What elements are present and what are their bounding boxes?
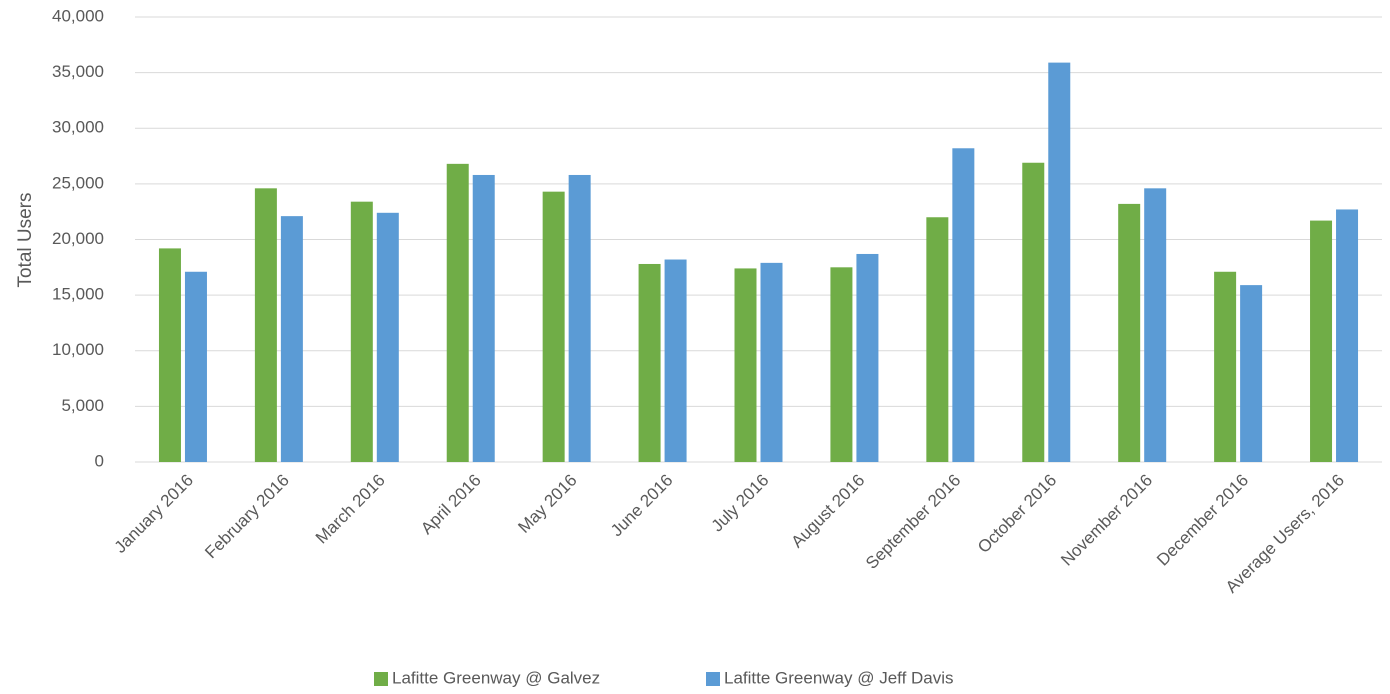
x-tick-label: March 2016	[312, 471, 389, 548]
x-tick-label: April 2016	[417, 471, 485, 539]
bars	[158, 62, 1359, 463]
bar-jeff-davis	[664, 259, 687, 462]
x-tick-label: July 2016	[708, 471, 773, 536]
x-tick-label: September 2016	[862, 471, 964, 573]
legend-swatch	[706, 672, 720, 686]
x-tick-label: June 2016	[607, 471, 677, 541]
y-tick-label: 15,000	[52, 285, 104, 304]
y-tick-label: 20,000	[52, 229, 104, 248]
y-tick-label: 25,000	[52, 173, 104, 192]
bar-jeff-davis	[376, 212, 399, 462]
bar-jeff-davis	[184, 271, 207, 462]
bar-jeff-davis	[856, 253, 879, 462]
y-tick-label: 0	[95, 451, 104, 470]
bar-jeff-davis	[568, 174, 591, 462]
x-tick-label: February 2016	[201, 471, 293, 563]
legend-label: Lafitte Greenway @ Jeff Davis	[724, 668, 954, 687]
x-tick-label: August 2016	[787, 471, 868, 552]
bar-galvez	[446, 163, 469, 462]
bar-jeff-davis	[1048, 62, 1071, 463]
bar-galvez	[1118, 203, 1141, 462]
bar-jeff-davis	[952, 148, 975, 462]
bar-galvez	[1310, 220, 1333, 462]
x-tick-label: December 2016	[1153, 471, 1252, 570]
legend: Lafitte Greenway @ Galvez Lafitte Greenwa…	[374, 668, 954, 687]
bar-galvez	[638, 263, 661, 462]
x-tick-label: January 2016	[111, 471, 197, 557]
x-axis-ticks: January 2016 February 2016 March 2016 April…	[111, 471, 1348, 597]
bar-jeff-davis	[1240, 285, 1263, 462]
bar-galvez	[830, 267, 853, 462]
y-axis-ticks: 0 5,000 10,000 15,000 20,000 25,000 30,000 35,0…	[52, 6, 104, 470]
x-tick-label: November 2016	[1057, 471, 1156, 570]
bar-galvez	[926, 217, 949, 462]
x-tick-label: October 2016	[974, 471, 1060, 557]
gridlines	[135, 16, 1382, 463]
bar-jeff-davis	[280, 216, 303, 462]
bar-jeff-davis	[472, 174, 495, 462]
bar-jeff-davis	[1336, 209, 1359, 462]
bar-jeff-davis	[760, 262, 783, 462]
bar-galvez	[542, 191, 565, 462]
bar-galvez	[350, 201, 373, 463]
y-axis-label: Total Users	[15, 192, 36, 287]
bar-galvez	[254, 188, 277, 462]
x-tick-label: May 2016	[514, 471, 580, 537]
y-tick-label: 30,000	[52, 118, 104, 137]
y-tick-label: 5,000	[61, 396, 104, 415]
bar-galvez	[1022, 162, 1045, 463]
bar-jeff-davis	[1144, 188, 1167, 462]
y-tick-label: 35,000	[52, 62, 104, 81]
bar-galvez	[158, 248, 181, 462]
bar-galvez	[734, 268, 757, 462]
legend-label: Lafitte Greenway @ Galvez	[392, 668, 600, 687]
legend-swatch	[374, 672, 388, 686]
bar-galvez	[1214, 271, 1237, 462]
y-tick-label: 40,000	[52, 6, 104, 25]
y-tick-label: 10,000	[52, 340, 104, 359]
